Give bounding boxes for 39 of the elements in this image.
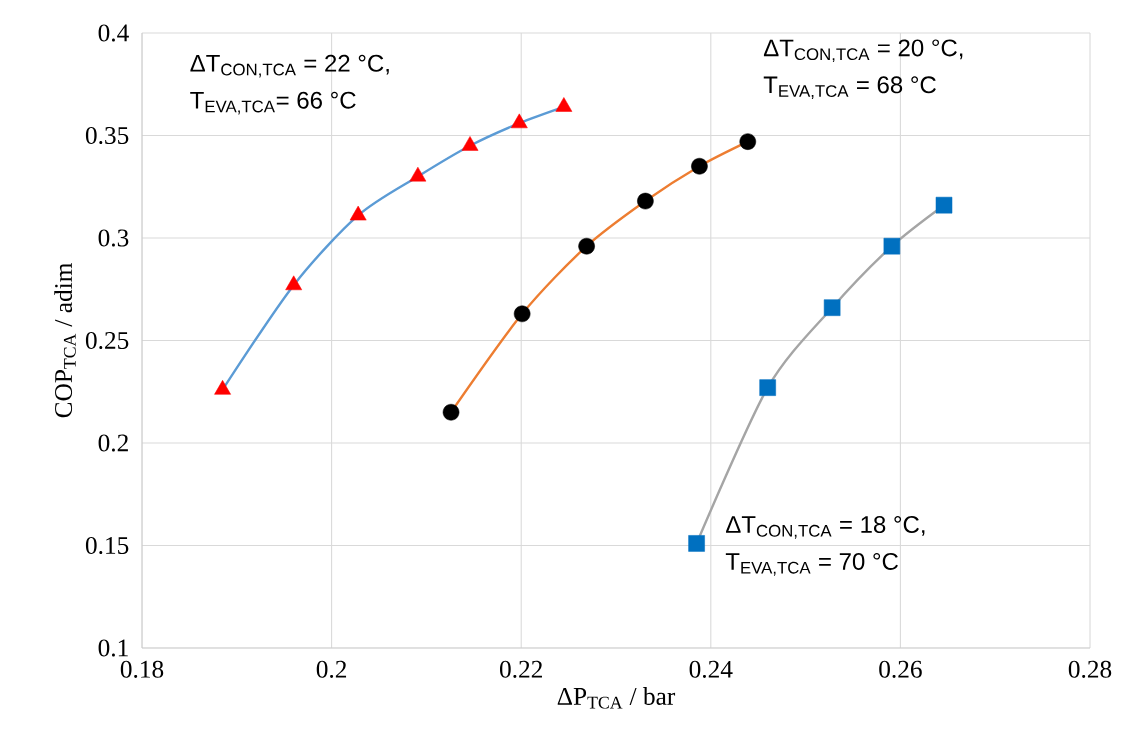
- x-tick-label: 0.28: [1068, 660, 1112, 678]
- y-tick-label: 0.25: [85, 331, 129, 350]
- annotation: T$_{EVA,TCA}$= 66 °C: [190, 91, 356, 115]
- point: [442, 403, 460, 421]
- point: [759, 379, 776, 396]
- point: [349, 205, 367, 221]
- annotation: ΔT$_{CON,TCA}$ = 20 °C,: [763, 39, 963, 63]
- annotation: ΔT$_{CON,TCA}$ = 18 °C,: [726, 516, 925, 539]
- y-tick-label: 0.2: [98, 434, 128, 452]
- point: [510, 113, 528, 129]
- y-tick-label: 0.15: [85, 536, 129, 555]
- point: [739, 133, 757, 150]
- point: [409, 166, 427, 182]
- point: [285, 275, 303, 291]
- y-tick-label: 0.1: [98, 639, 128, 657]
- point: [461, 136, 479, 151]
- x-axis-title: ΔP$_{TCA}$ / bar: [557, 687, 676, 709]
- point: [935, 196, 953, 214]
- point: [214, 380, 231, 395]
- point: [688, 535, 705, 552]
- annotation: ΔT$_{CON,TCA}$ = 22 °C,: [190, 54, 389, 78]
- point: [823, 299, 841, 316]
- x-tick-label: 0.2: [316, 660, 347, 678]
- x-tick-label: 0.24: [689, 660, 733, 678]
- point: [691, 157, 708, 175]
- x-tick-label: 0.18: [120, 660, 164, 678]
- point: [883, 237, 901, 255]
- point: [578, 237, 595, 255]
- x-tick-label: 0.26: [879, 660, 922, 678]
- point: [637, 192, 654, 210]
- annotation: T$_{EVA,TCA}$ = 70 °C: [725, 552, 898, 576]
- point: [555, 97, 573, 112]
- y-tick-label: 0.4: [98, 24, 129, 42]
- y-tick-label: 0.3: [98, 229, 129, 247]
- y-axis-title: COP$_{TCA}$ / adim: [54, 262, 76, 418]
- x-tick-label: 0.22: [500, 660, 542, 678]
- point: [513, 305, 531, 323]
- y-tick-label: 0.35: [85, 126, 129, 145]
- annotation: T$_{EVA,TCA}$ = 68 °C: [763, 76, 936, 100]
